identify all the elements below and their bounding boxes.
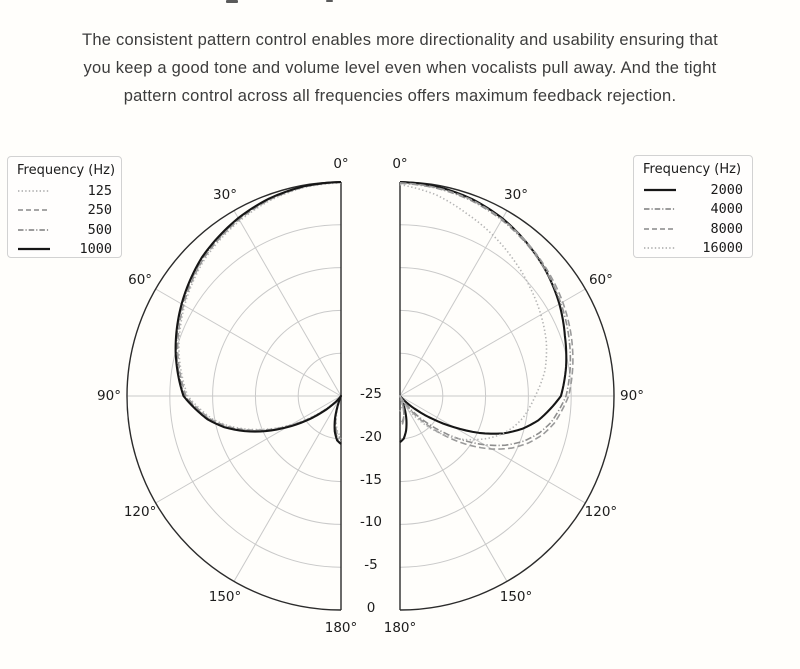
radial-tick--20: -20 xyxy=(359,428,383,445)
grid-spoke xyxy=(155,395,342,504)
grid-spoke xyxy=(399,395,508,582)
legend-title: Frequency (Hz) xyxy=(17,163,116,178)
polar-outer-spine xyxy=(399,181,615,611)
legend-low-frequencies: Frequency (Hz) 125 250 500 1000 xyxy=(7,156,122,258)
angle-tick-right-180: 180° xyxy=(383,620,417,636)
angle-tick-right-30: 30° xyxy=(504,187,528,204)
series-curve-2000 xyxy=(398,180,568,444)
angle-tick-right-90: 90° xyxy=(620,388,644,404)
angle-tick-left-30: 30° xyxy=(213,187,237,204)
legend-item-4000: 4000 xyxy=(643,200,743,220)
angle-tick-right-0: 0° xyxy=(392,156,408,172)
angle-tick-left-60: 60° xyxy=(128,272,153,288)
intro-paragraph: The consistent pattern control enables m… xyxy=(0,26,800,110)
grid-spoke xyxy=(399,210,508,397)
polar-half-left xyxy=(126,180,343,611)
legend-item-16000: 16000 xyxy=(643,239,743,259)
legend-value: 4000 xyxy=(710,201,743,218)
radial-tick--10: -10 xyxy=(359,514,383,531)
dotted-line-sample-icon xyxy=(644,247,676,250)
angle-tick-right-120: 120° xyxy=(584,504,618,520)
legend-item-125: 125 xyxy=(17,181,112,201)
cropped-text-artifact xyxy=(226,0,238,3)
angle-tick-left-120: 120° xyxy=(123,504,157,520)
grid-spoke xyxy=(233,395,342,582)
legend-high-frequencies: Frequency (Hz) 2000 4000 8000 16000 xyxy=(633,155,753,258)
series-curve-8000 xyxy=(399,182,574,450)
legend-item-500: 500 xyxy=(17,220,112,240)
series-curve-250 xyxy=(176,181,342,440)
dashdot-line-sample-icon xyxy=(644,208,676,211)
legend-value: 2000 xyxy=(710,181,743,198)
legend-item-2000: 2000 xyxy=(643,180,743,200)
series-curve-500 xyxy=(175,181,342,442)
angle-tick-left-150: 150° xyxy=(208,588,242,605)
grid-spoke xyxy=(399,288,586,397)
angle-tick-left-180: 180° xyxy=(324,620,358,636)
legend-title: Frequency (Hz) xyxy=(643,162,742,177)
angle-tick-left-0: 0° xyxy=(333,156,349,172)
legend-value: 250 xyxy=(87,202,112,219)
dashed-line-sample-icon xyxy=(18,209,50,212)
angle-tick-right-60: 60° xyxy=(588,272,613,288)
solid-line-sample-icon xyxy=(18,248,50,251)
polar-outer-spine xyxy=(126,181,342,611)
legend-value: 125 xyxy=(87,182,112,199)
legend-item-1000: 1000 xyxy=(17,240,112,260)
cropped-text-artifact xyxy=(326,0,333,2)
radial-tick-0: 0 xyxy=(366,600,376,616)
legend-item-8000: 8000 xyxy=(643,219,743,239)
legend-value: 1000 xyxy=(79,241,112,258)
series-curve-125 xyxy=(178,182,342,437)
series-curve-1000 xyxy=(174,180,343,445)
legend-value: 500 xyxy=(87,221,112,238)
radial-tick--15: -15 xyxy=(359,471,383,488)
legend-entries: 2000 4000 8000 16000 xyxy=(643,180,743,258)
radial-tick--25: -25 xyxy=(359,386,383,402)
dashdot-line-sample-icon xyxy=(18,228,50,231)
dashed-line-sample-icon xyxy=(644,227,676,230)
radial-tick--5: -5 xyxy=(364,557,378,574)
legend-value: 16000 xyxy=(702,240,743,257)
solid-line-sample-icon xyxy=(644,188,676,191)
intro-line: you keep a good tone and volume level ev… xyxy=(83,59,717,77)
polar-half-right xyxy=(398,180,615,611)
intro-line: pattern control across all frequencies o… xyxy=(123,87,677,105)
grid-spoke xyxy=(233,210,342,397)
intro-line: The consistent pattern control enables m… xyxy=(81,31,718,49)
grid-spoke xyxy=(155,288,342,397)
legend-item-250: 250 xyxy=(17,201,112,221)
angle-tick-left-90: 90° xyxy=(97,388,121,404)
dotted-line-sample-icon xyxy=(18,189,50,192)
legend-entries: 125 250 500 1000 xyxy=(17,181,112,259)
series-curve-16000 xyxy=(399,183,548,441)
angle-tick-right-150: 150° xyxy=(499,588,533,605)
legend-value: 8000 xyxy=(710,220,743,237)
